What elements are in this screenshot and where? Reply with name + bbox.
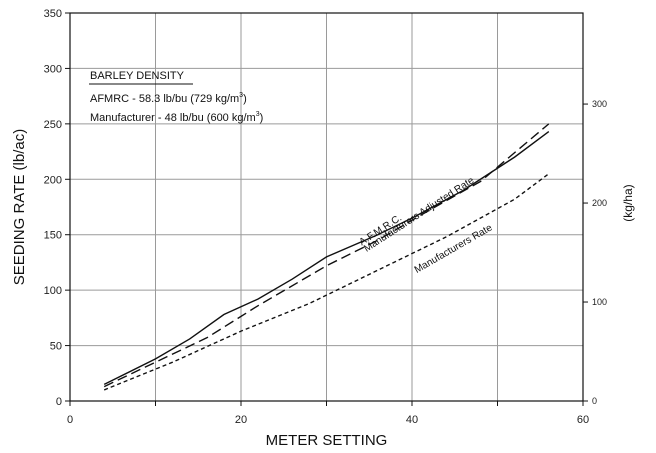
- legend-line-afmrc: AFMRC - 58.3 lb/bu (729 kg/m3): [90, 92, 247, 105]
- legend-title: BARLEY DENSITY: [90, 70, 185, 82]
- series-lines: [103, 123, 550, 391]
- y-tick-label: 0: [56, 396, 62, 408]
- x-tick-label: 20: [235, 414, 247, 426]
- legend-line-manufacturer-tail: ): [260, 112, 264, 124]
- y-tick-label: 50: [50, 341, 62, 353]
- x-tick-label: 0: [67, 414, 73, 426]
- y-tick-label: 150: [44, 230, 62, 242]
- legend-line-manufacturer-sup: 3: [256, 111, 260, 118]
- legend-line-afmrc-tail: ): [243, 93, 247, 105]
- y-tick-label: 350: [44, 8, 62, 20]
- legend-line-afmrc-text: AFMRC - 58.3 lb/bu (729 kg/m: [90, 93, 239, 105]
- legend-box: BARLEY DENSITY AFMRC - 58.3 lb/bu (729 k…: [89, 70, 263, 124]
- y-tick-label: 300: [44, 63, 62, 75]
- x-tick-label: 40: [406, 414, 418, 426]
- y-axis-title: SEEDING RATE (lb/ac): [11, 129, 28, 285]
- x-tick-label: 60: [577, 414, 589, 426]
- grid-lines: [70, 13, 583, 401]
- legend-line-manufacturer: Manufacturer - 48 lb/bu (600 kg/m3): [90, 111, 263, 124]
- legend-line-manufacturer-text: Manufacturer - 48 lb/bu (600 kg/m: [90, 112, 256, 124]
- y2-tick-label: 100: [592, 297, 607, 307]
- y2-tick-label: 0: [592, 396, 597, 406]
- y-tick-label: 200: [44, 174, 62, 186]
- legend-line-afmrc-sup: 3: [239, 92, 243, 99]
- y-tick-label: 250: [44, 119, 62, 131]
- series-line-1: [103, 123, 550, 388]
- y2-tick-label: 300: [592, 99, 607, 109]
- series-line-0: [103, 131, 550, 385]
- y2-tick-label: 200: [592, 198, 607, 208]
- x-axis-title: METER SETTING: [266, 432, 388, 449]
- series-line-2: [103, 173, 550, 391]
- y-tick-label: 100: [44, 285, 62, 297]
- y2-axis-title: (kg/ha): [621, 184, 635, 221]
